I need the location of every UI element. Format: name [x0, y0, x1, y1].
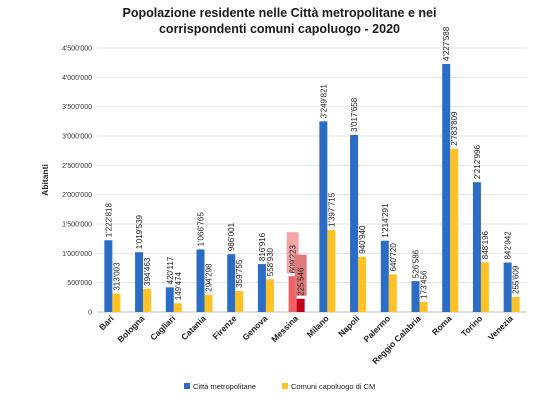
y-tick-label: 4'000'000 [62, 75, 92, 82]
data-label: 4'227'588 [442, 26, 451, 61]
bar-capoluogo [450, 148, 459, 312]
data-label: 940'940 [358, 225, 367, 254]
x-tick-label: Milano [305, 313, 331, 339]
bar-capoluogo [358, 256, 367, 312]
data-label: 2'783'809 [450, 111, 459, 146]
bar-metro [411, 281, 420, 312]
bar-capoluogo [511, 297, 520, 312]
bar-capoluogo [480, 262, 489, 312]
data-label: 313'003 [112, 262, 121, 291]
y-tick-label: 1'500'000 [62, 222, 92, 229]
data-label: 816'916 [258, 232, 267, 261]
bar-metro [380, 240, 389, 312]
data-label: 526'586 [412, 249, 421, 278]
data-label: 359'755 [235, 259, 244, 288]
bar-metro [350, 134, 359, 312]
chart-title-line-1: Popolazione residente nelle Città metrop… [122, 6, 437, 20]
y-axis-title: Abitanti [40, 164, 50, 196]
bar-metro [257, 264, 266, 312]
x-tick-label: Bari [97, 313, 116, 332]
y-tick-label: 0 [88, 310, 92, 317]
data-label: 225'546 [297, 267, 306, 296]
x-tick-label: Catania [179, 313, 208, 342]
legend-swatch [184, 383, 190, 389]
data-label: 986'001 [227, 222, 236, 251]
bar-metro [104, 240, 113, 312]
data-label: 420'117 [166, 256, 175, 284]
data-label: 3'017'658 [350, 97, 359, 132]
data-label: 1'019'539 [135, 214, 144, 249]
bar-capoluogo [112, 293, 121, 312]
data-label: 173'456 [420, 270, 429, 299]
x-tick-label: Cagliari [148, 313, 177, 342]
data-label: 609'223 [289, 244, 298, 273]
data-label: 558'930 [266, 247, 275, 276]
y-tick-label: 3'500'000 [62, 104, 92, 111]
bar-metro [442, 63, 451, 312]
bar-metro [288, 276, 297, 312]
x-tick-label: Palermo [361, 313, 392, 344]
data-label: 1'214'291 [381, 203, 390, 238]
y-tick-label: 3'000'000 [62, 134, 92, 141]
data-label: 1'066'765 [197, 212, 206, 247]
bar-metro [227, 254, 236, 312]
chart-title-line-2: corrispondenti comuni capoluogo - 2020 [158, 22, 400, 36]
x-tick-label: Venezia [486, 313, 515, 342]
x-tick-label: Genova [240, 313, 269, 342]
bar-metro [503, 262, 512, 312]
legend-label: Comuni capoluogo di CM [291, 382, 375, 391]
data-label: 255'609 [512, 265, 521, 294]
bar-capoluogo [204, 294, 213, 312]
y-tick-label: 2'000'000 [62, 192, 92, 199]
y-tick-label: 2'500'000 [62, 163, 92, 170]
data-label: 3'249'821 [319, 84, 328, 119]
x-tick-label: Bologna [115, 313, 146, 344]
data-label: 149'474 [174, 271, 183, 300]
bar-capoluogo [143, 288, 152, 312]
data-label: 1'397'715 [327, 192, 336, 227]
data-label: 294'298 [205, 263, 214, 292]
x-tick-label: Torino [459, 313, 484, 338]
x-tick-label: Napoli [336, 313, 361, 338]
bar-capoluogo [173, 303, 182, 312]
bar-capoluogo [327, 230, 336, 312]
data-label: 2'212'996 [473, 144, 482, 179]
data-label: 842'942 [504, 231, 513, 260]
bar-metro [472, 182, 481, 312]
legend-label: Città metropolitane [193, 382, 256, 391]
legend-swatch [282, 383, 288, 389]
x-tick-label: Messina [269, 313, 300, 344]
bar-capoluogo [265, 279, 274, 312]
data-label: 394'463 [143, 257, 152, 286]
y-tick-label: 500'000 [67, 280, 92, 287]
bar-metro [135, 252, 144, 312]
bar-capoluogo [388, 274, 397, 312]
data-label: 848'196 [481, 230, 490, 259]
data-label-highlight-box [294, 254, 307, 296]
bar-capoluogo [419, 301, 428, 312]
y-tick-label: 4'500'000 [62, 46, 92, 53]
bar-capoluogo [235, 290, 244, 312]
bar-metro [196, 249, 205, 312]
x-tick-label: Roma [430, 313, 454, 337]
bar-metro [165, 287, 174, 312]
bar-capoluogo [296, 298, 305, 312]
x-tick-label: Firenze [211, 313, 239, 341]
data-label: 1'222'818 [104, 203, 113, 238]
data-label: 640'720 [389, 243, 398, 272]
bar-metro [319, 121, 328, 312]
y-tick-label: 1'000'000 [62, 251, 92, 258]
